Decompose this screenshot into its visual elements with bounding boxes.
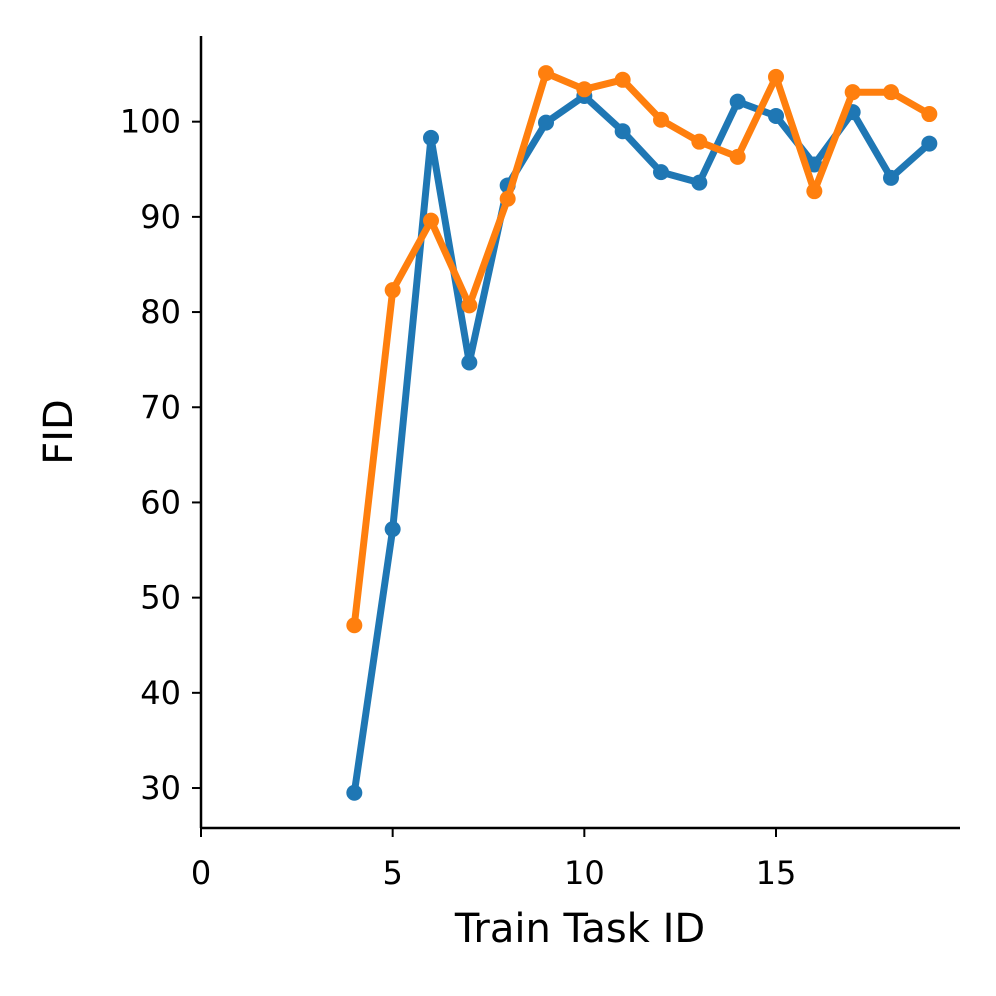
data-point [768,68,784,85]
data-point [653,164,669,181]
data-point [346,617,363,634]
data-point [653,111,669,128]
data-point [423,129,439,146]
y-tick-label: 100 [120,103,181,141]
y-tick-label: 90 [140,198,181,236]
data-point [384,282,401,299]
data-point [461,297,478,314]
data-point [921,135,938,152]
y-tick-label: 60 [140,483,181,521]
y-tick-label: 50 [140,579,181,617]
series-1 [346,87,938,801]
axes [199,36,960,830]
x-axis-label: Train Task ID [454,906,705,952]
x-tick-label: 0 [191,854,211,892]
data-point [614,71,631,88]
y-tick-label: 80 [140,293,181,331]
x-tick-label: 5 [382,854,402,892]
data-point [461,354,478,371]
data-point [614,123,631,140]
data-point [538,65,554,82]
y-tick-label: 30 [140,769,181,807]
data-point [883,84,899,101]
series-line [350,69,933,629]
x-tick-label: 10 [564,854,605,892]
data-point [346,784,363,801]
data-point [384,521,401,538]
data-point [691,133,708,150]
series-2 [346,65,938,634]
data-point [806,183,823,200]
data-point [729,148,746,165]
data-point [538,114,554,131]
y-ticks: 30 40 50 60 70 80 90 100 [120,103,201,807]
series-line [350,92,933,797]
data-point [729,93,746,110]
data-point [768,107,784,124]
y-tick-label: 40 [140,674,181,712]
y-tick-label: 70 [140,388,181,426]
data-point [423,212,439,229]
data-point [499,190,516,207]
data-point [691,174,708,191]
x-ticks: 0 5 10 15 [191,828,797,892]
series-layer [346,65,938,801]
data-point [844,84,861,101]
x-tick-label: 15 [756,854,797,892]
data-point [921,106,938,123]
data-point [883,169,899,186]
data-point [576,81,593,98]
y-axis-label: FID [36,399,82,465]
